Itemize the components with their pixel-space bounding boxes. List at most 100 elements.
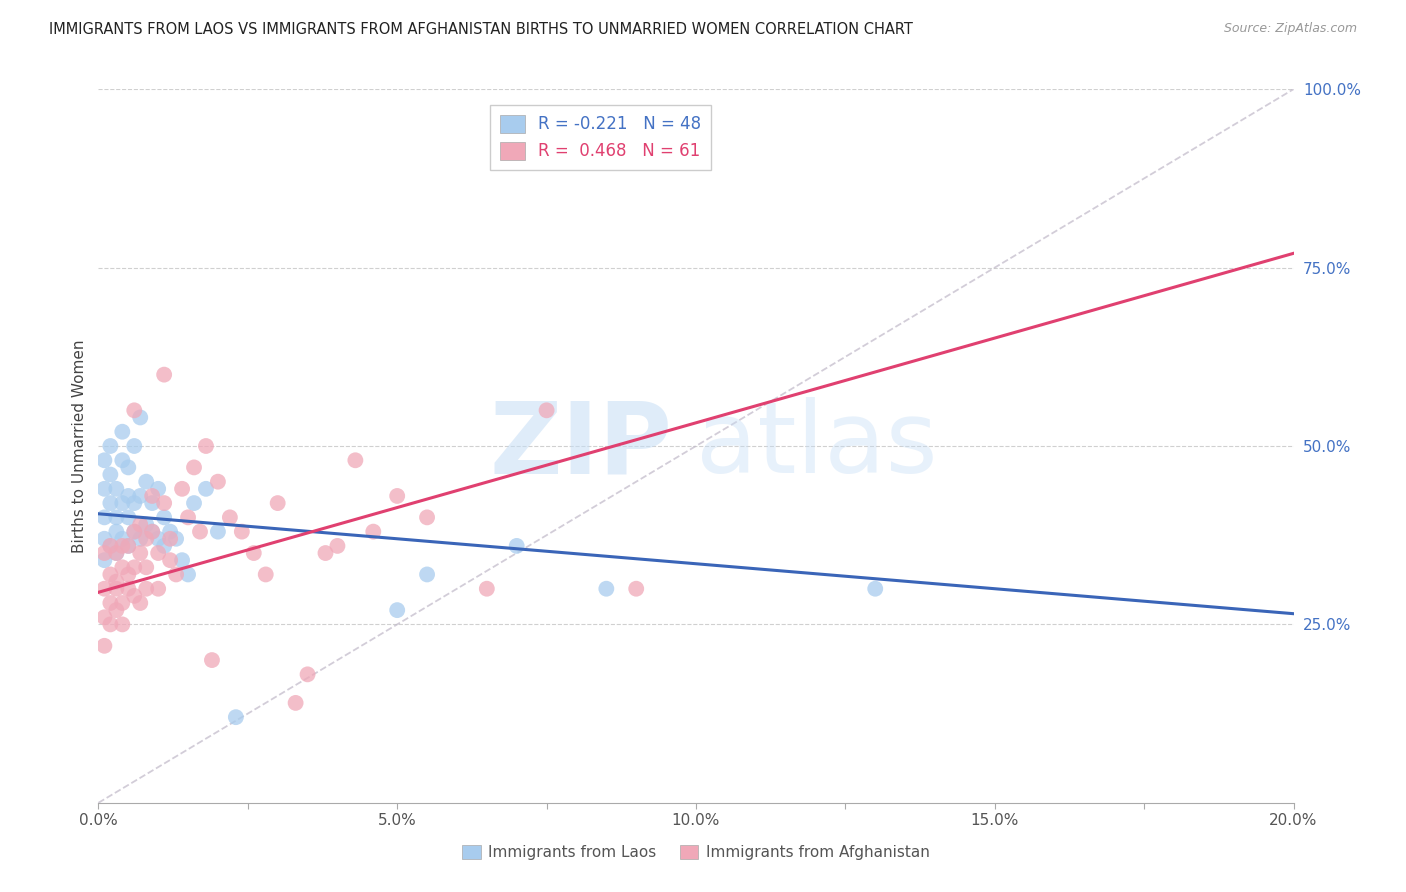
Point bbox=[124, 560, 146, 574]
Point bbox=[129, 517, 152, 532]
Point bbox=[117, 460, 139, 475]
Point bbox=[153, 368, 176, 382]
Point bbox=[105, 546, 128, 560]
Point bbox=[172, 482, 194, 496]
Point bbox=[135, 560, 157, 574]
Point bbox=[195, 482, 218, 496]
Point bbox=[135, 517, 157, 532]
Point bbox=[865, 582, 887, 596]
Point bbox=[111, 532, 134, 546]
Point bbox=[98, 496, 122, 510]
Text: IMMIGRANTS FROM LAOS VS IMMIGRANTS FROM AFGHANISTAN BIRTHS TO UNMARRIED WOMEN CO: IMMIGRANTS FROM LAOS VS IMMIGRANTS FROM … bbox=[49, 22, 912, 37]
Point bbox=[165, 567, 187, 582]
Point bbox=[98, 467, 122, 482]
Legend: Immigrants from Laos, Immigrants from Afghanistan: Immigrants from Laos, Immigrants from Af… bbox=[457, 839, 935, 866]
Point bbox=[344, 453, 367, 467]
Point bbox=[416, 567, 439, 582]
Point bbox=[141, 524, 163, 539]
Point bbox=[124, 439, 146, 453]
Point bbox=[124, 524, 146, 539]
Point bbox=[111, 539, 134, 553]
Point bbox=[105, 510, 128, 524]
Point bbox=[124, 524, 146, 539]
Point bbox=[159, 553, 181, 567]
Point bbox=[129, 410, 152, 425]
Point bbox=[129, 489, 152, 503]
Text: ZIP: ZIP bbox=[489, 398, 672, 494]
Point bbox=[135, 532, 157, 546]
Point bbox=[117, 510, 139, 524]
Point bbox=[135, 582, 157, 596]
Point bbox=[536, 403, 558, 417]
Point bbox=[141, 524, 163, 539]
Point bbox=[111, 496, 134, 510]
Point bbox=[124, 403, 146, 417]
Point bbox=[111, 596, 134, 610]
Point bbox=[172, 553, 194, 567]
Text: atlas: atlas bbox=[696, 398, 938, 494]
Point bbox=[315, 546, 337, 560]
Point bbox=[183, 460, 205, 475]
Point bbox=[129, 532, 152, 546]
Point bbox=[93, 639, 115, 653]
Point bbox=[148, 546, 170, 560]
Point bbox=[124, 589, 146, 603]
Point bbox=[105, 546, 128, 560]
Point bbox=[129, 596, 152, 610]
Point bbox=[207, 475, 229, 489]
Point bbox=[219, 510, 242, 524]
Point bbox=[93, 532, 115, 546]
Point bbox=[148, 532, 170, 546]
Point bbox=[153, 539, 176, 553]
Point bbox=[93, 582, 115, 596]
Text: Source: ZipAtlas.com: Source: ZipAtlas.com bbox=[1223, 22, 1357, 36]
Point bbox=[284, 696, 307, 710]
Point bbox=[475, 582, 498, 596]
Point bbox=[98, 567, 122, 582]
Point bbox=[148, 482, 170, 496]
Point bbox=[117, 539, 139, 553]
Point bbox=[363, 524, 385, 539]
Point bbox=[93, 510, 115, 524]
Point bbox=[111, 560, 134, 574]
Point bbox=[98, 439, 122, 453]
Point bbox=[506, 539, 529, 553]
Point bbox=[105, 574, 128, 589]
Point bbox=[207, 524, 229, 539]
Point bbox=[105, 524, 128, 539]
Point bbox=[148, 582, 170, 596]
Point bbox=[326, 539, 349, 553]
Point bbox=[98, 617, 122, 632]
Point bbox=[159, 532, 181, 546]
Point bbox=[183, 496, 205, 510]
Y-axis label: Births to Unmarried Women: Births to Unmarried Women bbox=[72, 339, 87, 553]
Point bbox=[195, 439, 218, 453]
Point bbox=[93, 553, 115, 567]
Point bbox=[595, 582, 617, 596]
Point bbox=[141, 496, 163, 510]
Point bbox=[626, 582, 648, 596]
Point bbox=[254, 567, 277, 582]
Point bbox=[177, 567, 200, 582]
Point bbox=[105, 603, 128, 617]
Point bbox=[385, 603, 409, 617]
Point bbox=[177, 510, 200, 524]
Point bbox=[225, 710, 247, 724]
Point bbox=[117, 567, 139, 582]
Point bbox=[201, 653, 224, 667]
Point bbox=[105, 582, 128, 596]
Point bbox=[129, 546, 152, 560]
Point bbox=[93, 453, 115, 467]
Point bbox=[93, 482, 115, 496]
Point bbox=[98, 539, 122, 553]
Point bbox=[231, 524, 253, 539]
Point bbox=[117, 582, 139, 596]
Point bbox=[98, 539, 122, 553]
Point bbox=[105, 482, 128, 496]
Point bbox=[98, 596, 122, 610]
Point bbox=[297, 667, 319, 681]
Point bbox=[93, 610, 115, 624]
Point bbox=[159, 524, 181, 539]
Point bbox=[243, 546, 266, 560]
Point bbox=[188, 524, 211, 539]
